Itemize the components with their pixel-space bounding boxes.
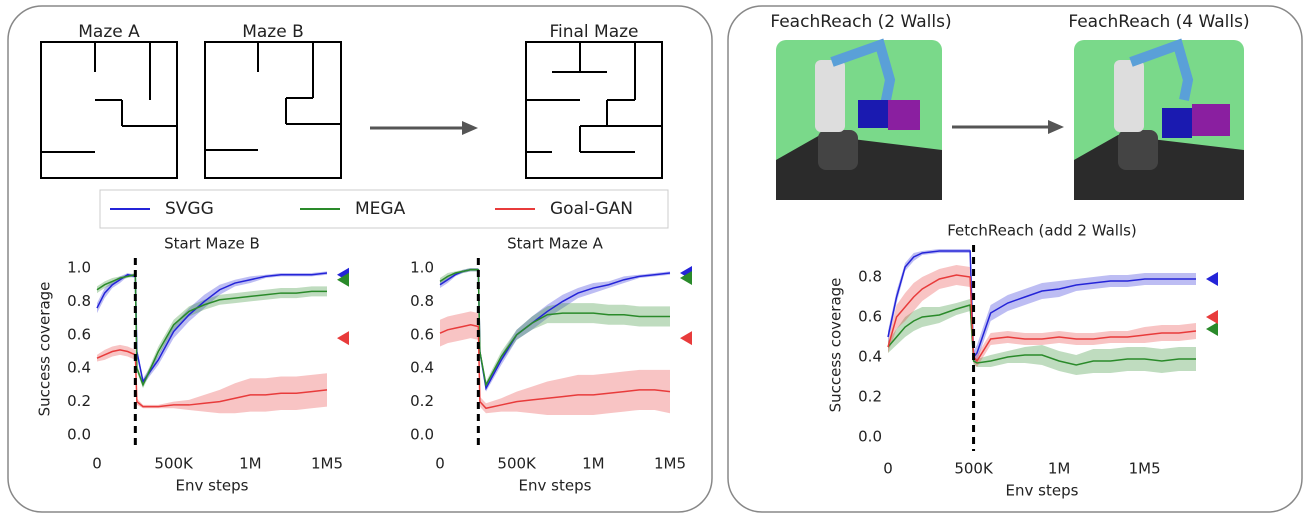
x-axis-label: Env steps <box>519 477 592 495</box>
final-marker <box>680 331 692 346</box>
x-tick-label: 1M <box>239 455 262 473</box>
error-band <box>97 271 327 385</box>
maze-a <box>40 41 178 179</box>
series-line <box>439 324 671 410</box>
error-band <box>888 249 1196 363</box>
chart-title: Start Maze B <box>164 235 260 253</box>
y-tick-label: 0.6 <box>67 325 91 343</box>
final-marker <box>337 331 349 346</box>
maze-label: Final Maze <box>549 22 638 42</box>
y-tick-label: 0.4 <box>858 348 882 366</box>
x-axis-label: Env steps <box>1006 482 1079 500</box>
y-tick-label: 0.0 <box>410 425 434 443</box>
series-line <box>96 272 328 384</box>
y-tick-label: 1.0 <box>410 259 434 277</box>
y-tick-label: 0.2 <box>67 392 91 410</box>
y-tick-label: 0.4 <box>67 359 91 377</box>
series-line <box>96 273 327 387</box>
final-marker <box>1206 322 1218 336</box>
final-marker <box>1206 310 1218 324</box>
series-line <box>887 250 1196 359</box>
series-line <box>439 268 670 388</box>
y-tick-label: 0.8 <box>858 268 882 286</box>
y-axis-label: Success coverage <box>827 278 845 413</box>
x-tick-label: 1M <box>1048 460 1071 478</box>
legend-box <box>99 189 669 229</box>
y-tick-label: 1.0 <box>67 259 91 277</box>
x-tick-label: 0 <box>435 455 445 473</box>
y-tick-label: 0.6 <box>410 325 434 343</box>
y-tick-label: 0.8 <box>67 292 91 310</box>
chart-title: Start Maze A <box>507 235 603 253</box>
x-tick-label: 500K <box>954 460 994 478</box>
y-tick-label: 0.0 <box>67 425 91 443</box>
maze-final <box>525 41 663 179</box>
maze-label: Maze A <box>78 22 140 42</box>
left-panel <box>7 5 713 513</box>
x-tick-label: 500K <box>154 455 194 473</box>
arrow-head <box>1048 120 1064 134</box>
series-line <box>887 304 1196 366</box>
robot-label: FeachReach (2 Walls) <box>770 12 951 32</box>
x-tick-label: 1M <box>582 455 605 473</box>
maze-label: Maze B <box>242 22 304 42</box>
series-line <box>887 274 1197 363</box>
x-axis-label: Env steps <box>176 477 249 495</box>
legend-label: SVGG <box>165 199 214 219</box>
error-band <box>888 265 1196 367</box>
y-tick-label: 0.6 <box>858 308 882 326</box>
error-band <box>440 311 670 415</box>
right-panel <box>727 5 1303 513</box>
robot-image <box>776 38 942 200</box>
series-line <box>96 349 328 408</box>
x-tick-label: 0 <box>92 455 102 473</box>
final-marker <box>1206 272 1218 286</box>
arrow-head <box>462 121 478 135</box>
error-band <box>888 299 1196 375</box>
y-tick-label: 0.2 <box>410 392 434 410</box>
error-band <box>97 344 327 414</box>
robot-image <box>1074 38 1244 200</box>
chart-title: FetchReach (add 2 Walls) <box>947 222 1137 240</box>
y-axis-label: Success coverage <box>36 282 54 417</box>
x-tick-label: 1M5 <box>654 455 686 473</box>
y-tick-label: 0.0 <box>858 428 882 446</box>
maze-b <box>204 41 342 179</box>
legend-label: MEGA <box>355 199 406 219</box>
x-tick-label: 500K <box>497 455 537 473</box>
final-marker <box>680 271 692 286</box>
x-tick-label: 1M5 <box>311 455 343 473</box>
x-tick-label: 0 <box>883 460 893 478</box>
y-tick-label: 0.8 <box>410 292 434 310</box>
y-tick-label: 0.2 <box>858 388 882 406</box>
legend-label: Goal-GAN <box>550 199 633 219</box>
robot-label: FeachReach (4 Walls) <box>1068 12 1249 32</box>
x-tick-label: 1M5 <box>1129 460 1161 478</box>
y-tick-label: 0.4 <box>410 359 434 377</box>
final-marker <box>337 272 349 287</box>
